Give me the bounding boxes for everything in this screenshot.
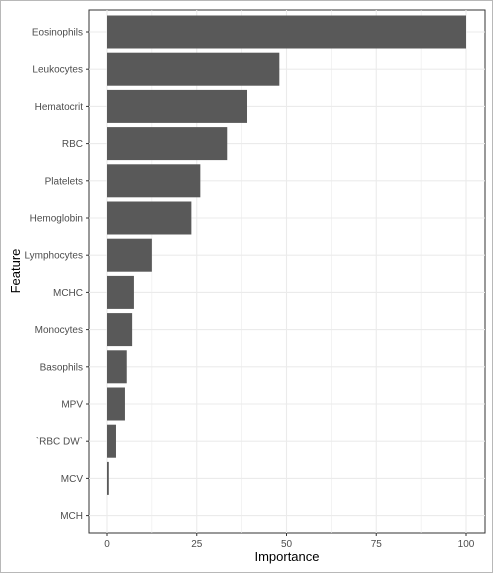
bar <box>107 15 466 49</box>
y-tick-label: RBC <box>62 139 83 150</box>
bar <box>107 350 127 384</box>
y-tick-label: MPV <box>61 400 83 411</box>
bar <box>107 89 248 123</box>
y-axis-title: Feature <box>8 249 23 294</box>
y-tick-label: `RBC DW` <box>36 436 83 448</box>
x-tick-label: 100 <box>458 539 475 550</box>
y-axis-ticks: Eosinophils Leukocytes Hematocrit RBC Platel… <box>24 28 89 522</box>
bar <box>107 238 152 272</box>
y-tick-label: Eosinophils <box>32 28 83 39</box>
y-tick-label: Hemoglobin <box>30 214 83 225</box>
x-axis-title: Importance <box>254 549 319 564</box>
bar <box>107 201 192 235</box>
y-tick-label: Hematocrit <box>35 102 84 113</box>
y-tick-label: Platelets <box>45 176 83 187</box>
x-tick-label: 50 <box>281 539 293 550</box>
y-tick-label: Basophils <box>40 362 83 373</box>
bars <box>107 15 466 495</box>
x-axis-ticks: 0 25 50 75 100 <box>104 533 475 550</box>
bar <box>107 127 228 161</box>
y-tick-label: MCHC <box>53 288 83 299</box>
y-tick-label: Leukocytes <box>32 65 83 76</box>
y-tick-label: Monocytes <box>35 325 83 336</box>
bar <box>107 461 109 495</box>
x-tick-label: 0 <box>104 539 110 550</box>
y-tick-label: MCH <box>60 511 83 522</box>
bar <box>107 313 133 347</box>
bar <box>107 387 125 421</box>
bar <box>107 164 201 198</box>
bar <box>107 52 280 86</box>
bar <box>107 275 134 309</box>
bar <box>107 424 116 458</box>
x-tick-label: 25 <box>191 539 203 550</box>
y-tick-label: MCV <box>61 474 84 485</box>
x-tick-label: 75 <box>371 539 383 550</box>
y-tick-label: Lymphocytes <box>24 251 83 262</box>
